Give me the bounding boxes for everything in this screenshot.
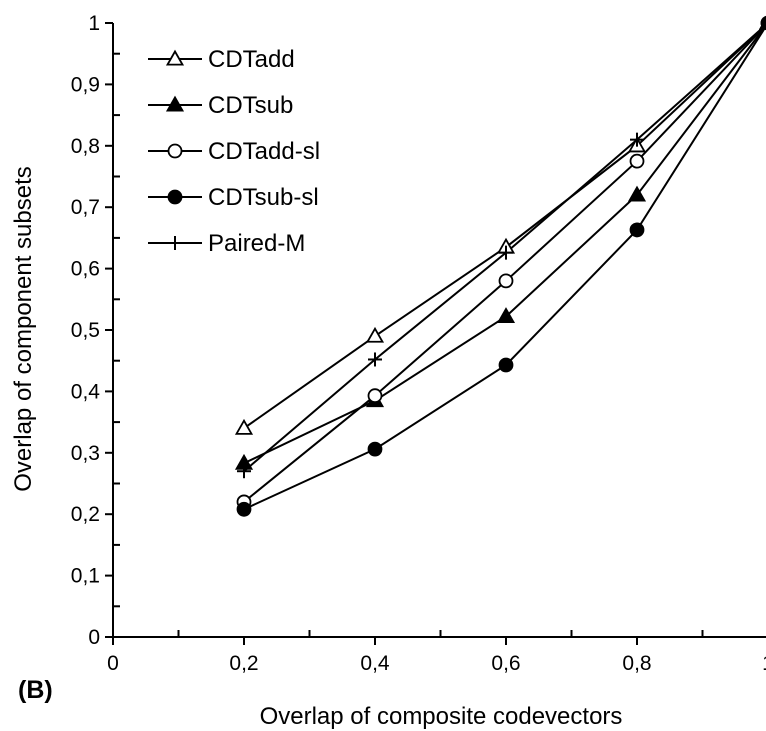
y-tick-label: 0,8 <box>71 135 100 158</box>
legend-item: CDTadd-sl <box>148 138 320 165</box>
axes: 0 0,1 0,2 0,3 0,4 0,5 0,6 0,7 0,8 0,9 1 0 0,2 0,4 0,6 0… <box>71 12 766 675</box>
x-tick-label: 0,6 <box>491 652 520 675</box>
data-point <box>365 326 385 343</box>
data-point <box>368 352 382 367</box>
data-point <box>367 388 383 404</box>
x-tick-label: 0 <box>107 652 119 675</box>
legend-marker <box>168 236 182 250</box>
data-point <box>627 185 647 202</box>
series-markers <box>234 15 766 517</box>
data-point <box>498 357 514 373</box>
legend-marker <box>165 95 185 112</box>
legend-label: Paired-M <box>208 230 305 257</box>
legend-marker <box>167 189 183 205</box>
data-point <box>629 222 645 238</box>
y-tick-label: 0,5 <box>71 319 100 342</box>
y-tick-label: 0,1 <box>71 565 100 588</box>
y-axis-title: Overlap of component subsets <box>10 166 37 492</box>
y-tick-label: 0,3 <box>71 442 100 465</box>
data-point <box>499 245 513 260</box>
y-tick-label: 0,4 <box>71 380 101 403</box>
legend-marker <box>165 49 185 66</box>
data-point <box>630 132 644 147</box>
legend-marker <box>167 143 183 159</box>
legend-label: CDTadd-sl <box>208 138 320 165</box>
data-point <box>237 464 251 479</box>
data-point <box>236 501 252 517</box>
legend-label: CDTadd <box>208 46 295 73</box>
legend-item: Paired-M <box>148 230 305 257</box>
panel-label: (B) <box>18 676 53 704</box>
x-tick-label: 0,8 <box>622 652 651 675</box>
y-tick-label: 0,9 <box>71 73 100 96</box>
legend-label: CDTsub <box>208 92 293 119</box>
y-tick-label: 0,6 <box>71 258 100 281</box>
legend-label: CDTsub-sl <box>208 184 319 211</box>
data-point <box>234 418 254 435</box>
legend-item: CDTsub <box>148 92 293 119</box>
legend: CDTadd CDTsub CDTadd-sl CDTsub-sl Paired-M <box>148 46 320 257</box>
x-tick-label: 0,4 <box>360 652 390 675</box>
x-axis-title: Overlap of composite codevectors <box>260 703 623 730</box>
legend-item: CDTadd <box>148 46 295 73</box>
data-point <box>496 307 516 324</box>
series-line <box>243 24 766 511</box>
y-tick-label: 0,7 <box>71 196 100 219</box>
data-point <box>367 441 383 457</box>
x-tick-label: 0,2 <box>229 652 258 675</box>
data-point <box>498 273 514 289</box>
x-tick-label: 1 <box>762 652 766 675</box>
legend-item: CDTsub-sl <box>148 184 319 211</box>
data-point <box>761 22 766 24</box>
data-point <box>629 153 645 169</box>
y-tick-label: 0,2 <box>71 503 100 526</box>
y-tick-label: 0 <box>88 626 100 649</box>
series-lines <box>243 23 766 511</box>
y-tick-label: 1 <box>88 12 100 35</box>
